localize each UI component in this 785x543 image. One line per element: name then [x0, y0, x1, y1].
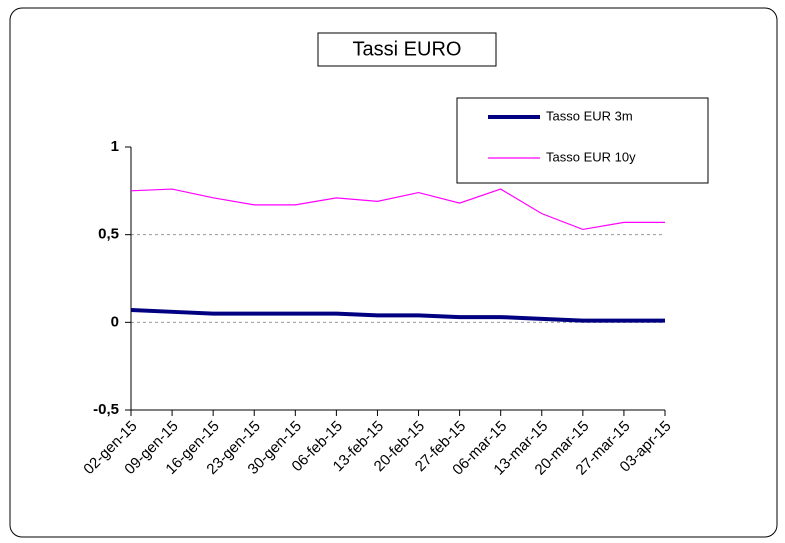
legend-label: Tasso EUR 3m	[546, 108, 633, 123]
y-tick-label: 1	[111, 138, 119, 155]
title-box	[317, 32, 497, 67]
series-line	[130, 308, 665, 323]
series-line	[130, 188, 665, 231]
y-tick-label: 0	[111, 313, 119, 330]
y-tick-label: 0,5	[98, 226, 119, 243]
legend-box	[456, 97, 709, 184]
y-tick-label: -0,5	[93, 401, 119, 418]
chart-title: Tassi EURO	[353, 38, 462, 60]
legend-label: Tasso EUR 10y	[546, 149, 636, 164]
